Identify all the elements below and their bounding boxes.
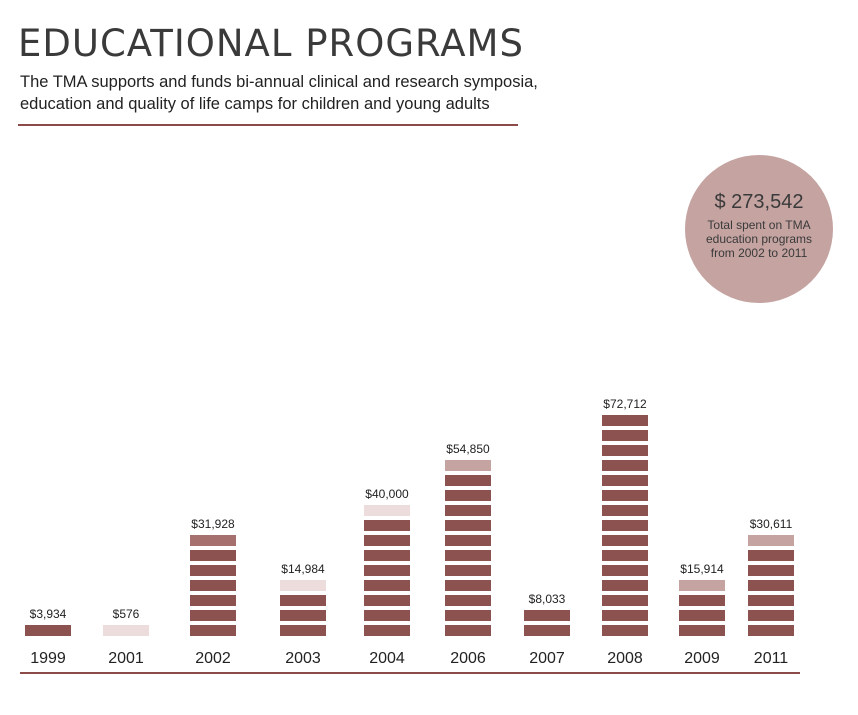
title-divider <box>18 124 518 126</box>
bar-value-label: $3,934 <box>30 607 67 621</box>
bar-partial-block <box>25 625 71 636</box>
total-caption: Total spent on TMA education programs fr… <box>705 218 813 260</box>
bar-block <box>445 505 491 516</box>
bar-block <box>364 565 410 576</box>
bar-partial-block <box>679 580 725 591</box>
x-tick-label: 2007 <box>529 650 565 667</box>
bar-value-label: $14,984 <box>281 562 325 576</box>
x-tick-label: 2001 <box>108 650 144 667</box>
bar-block <box>190 550 236 561</box>
x-tick-label: 1999 <box>30 650 66 667</box>
x-tick-label: 2003 <box>285 650 321 667</box>
bar-block <box>190 610 236 621</box>
bar-block <box>679 595 725 606</box>
x-tick-label: 2011 <box>754 650 789 667</box>
bar-block <box>679 625 725 636</box>
bar-partial-block <box>280 580 326 591</box>
bar-block <box>364 580 410 591</box>
bar-block <box>748 580 794 591</box>
bar-block <box>190 580 236 591</box>
axis-baseline <box>20 672 800 674</box>
bar-block <box>280 595 326 606</box>
bar-block <box>602 580 648 591</box>
bar-block <box>280 610 326 621</box>
bar-block <box>602 490 648 501</box>
bar-value-label: $15,914 <box>680 562 724 576</box>
bar-value-label: $31,928 <box>191 517 235 531</box>
bar-block <box>364 550 410 561</box>
bar-value-label: $40,000 <box>365 487 409 501</box>
bar-block <box>602 595 648 606</box>
bar-block <box>602 430 648 441</box>
page-subtitle: The TMA supports and funds bi-annual cli… <box>20 73 538 113</box>
bar-block <box>445 610 491 621</box>
bar-block <box>364 520 410 531</box>
bar-value-label: $54,850 <box>446 442 490 456</box>
bar-partial-block <box>190 535 236 546</box>
bar-block <box>445 595 491 606</box>
bar-block <box>445 490 491 501</box>
bar-block <box>445 550 491 561</box>
bar-block <box>602 565 648 576</box>
bar-block <box>445 520 491 531</box>
bar-block <box>602 475 648 486</box>
bar-block <box>190 625 236 636</box>
bar-block <box>280 625 326 636</box>
bar-value-label: $30,611 <box>750 517 793 531</box>
bar-block <box>364 535 410 546</box>
bar-block <box>748 625 794 636</box>
bar-block <box>602 520 648 531</box>
total-callout: $ 273,542 Total spent on TMA education p… <box>685 155 833 303</box>
bar-partial-block <box>524 610 570 621</box>
bar-block <box>602 625 648 636</box>
bar-block <box>364 595 410 606</box>
x-tick-label: 2004 <box>369 650 405 667</box>
bar-block <box>602 535 648 546</box>
bar-value-label: $8,033 <box>529 592 566 606</box>
bar-block <box>748 610 794 621</box>
x-tick-label: 2002 <box>195 650 231 667</box>
bar-partial-block <box>602 415 648 426</box>
total-amount: $ 273,542 <box>714 191 804 213</box>
bar-partial-block <box>445 460 491 471</box>
bar-block <box>602 445 648 456</box>
x-tick-label: 2009 <box>684 650 720 667</box>
bar-block <box>445 580 491 591</box>
x-tick-label: 2008 <box>607 650 643 667</box>
bar-partial-block <box>103 625 149 636</box>
bar-block <box>748 550 794 561</box>
bar-block <box>445 535 491 546</box>
bar-partial-block <box>364 505 410 516</box>
bar-block <box>445 565 491 576</box>
bar-partial-block <box>748 535 794 546</box>
bar-block <box>445 475 491 486</box>
bar-block <box>602 505 648 516</box>
bar-block <box>602 460 648 471</box>
bar-block <box>748 565 794 576</box>
bar-block <box>364 610 410 621</box>
bar-block <box>524 625 570 636</box>
bar-block <box>602 610 648 621</box>
bar-block <box>602 550 648 561</box>
bar-value-label: $576 <box>113 607 140 621</box>
bar-block <box>190 595 236 606</box>
bar-block <box>679 610 725 621</box>
x-tick-label: 2006 <box>450 650 486 667</box>
bar-block <box>364 625 410 636</box>
page-title: EDUCATIONAL PROGRAMS <box>18 22 524 65</box>
bar-block <box>445 625 491 636</box>
bar-value-label: $72,712 <box>603 397 647 411</box>
bar-block <box>190 565 236 576</box>
bar-block <box>748 595 794 606</box>
